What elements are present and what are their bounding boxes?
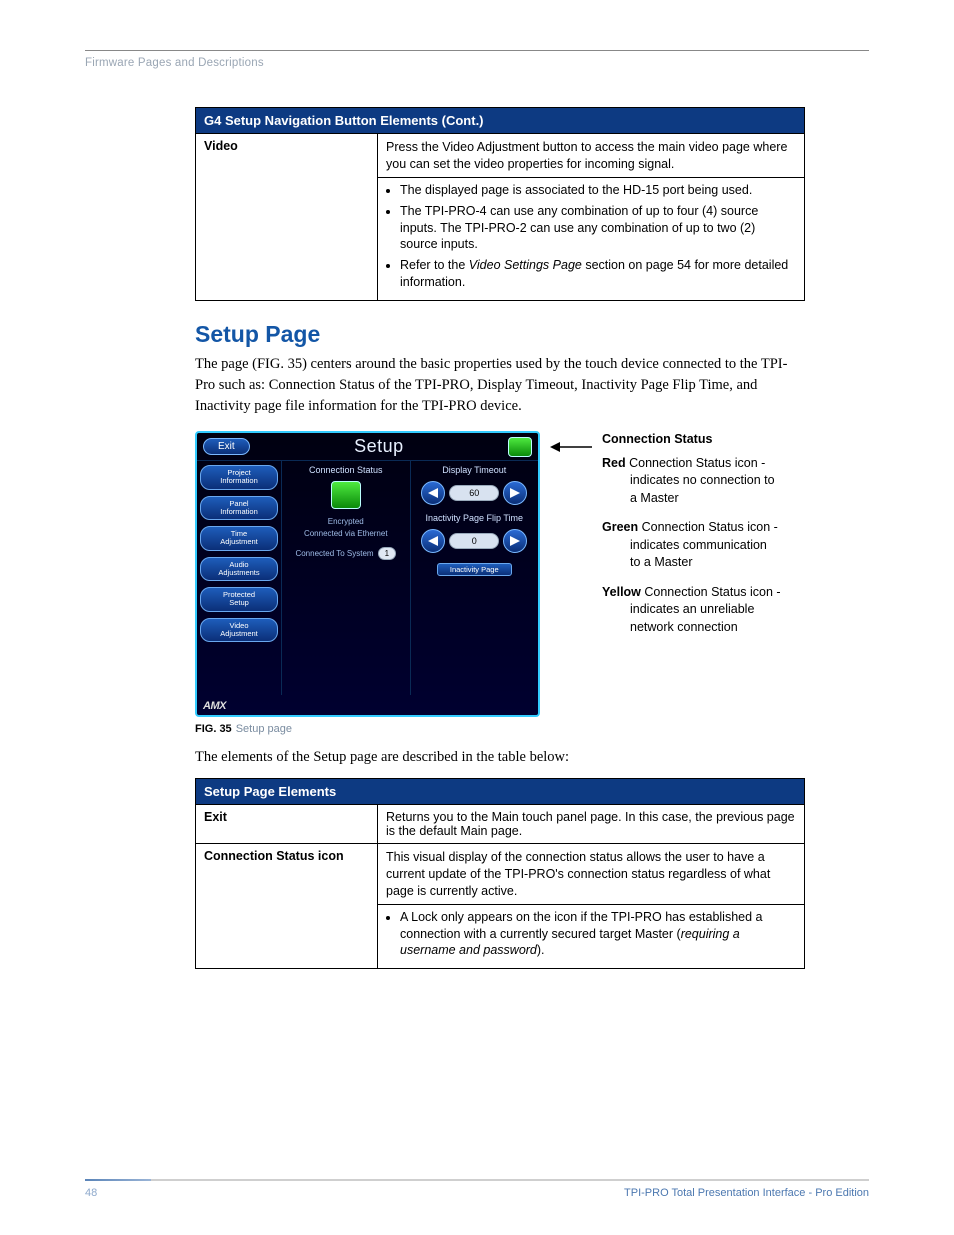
titlebar-status-icon [508, 437, 532, 457]
inactivity-decrease-button[interactable] [421, 529, 445, 553]
table1-intro: Press the Video Adjustment button to acc… [386, 139, 796, 173]
table1-row-label: Video [196, 134, 378, 301]
inactivity-flip-label: Inactivity Page Flip Time [425, 513, 523, 523]
page-footer: 48 TPI-PRO Total Presentation Interface … [85, 1179, 869, 1201]
sidebar-item-video-adjustment[interactable]: Video Adjustment [200, 618, 278, 643]
sidebar-item-audio-adjustments[interactable]: Audio Adjustments [200, 557, 278, 582]
table2-intro: The elements of the Setup page are descr… [195, 747, 805, 768]
timeout-decrease-button[interactable] [421, 481, 445, 505]
table1-bullet-1: The displayed page is associated to the … [400, 182, 796, 199]
table2-r2-label: Connection Status icon [196, 844, 378, 969]
legend-title: Connection Status [602, 431, 781, 449]
exit-button[interactable]: Exit [203, 438, 250, 455]
display-timeout-value: 60 [449, 485, 499, 501]
connected-via-label: Connected via Ethernet [304, 529, 388, 538]
sidebar-item-time-adjustment[interactable]: Time Adjustment [200, 526, 278, 551]
legend-green: Green Connection Status icon - indicates… [602, 519, 781, 572]
nav-button-elements-table: G4 Setup Navigation Button Elements (Con… [195, 107, 805, 301]
setup-page-elements-table: Setup Page Elements Exit Returns you to … [195, 778, 805, 969]
table2-r2-bullet: A Lock only appears on the icon if the T… [400, 909, 796, 960]
sidebar-item-protected-setup[interactable]: Protected Setup [200, 587, 278, 612]
section-heading: Setup Page [195, 321, 805, 348]
footer-title: TPI-PRO Total Presentation Interface - P… [624, 1187, 869, 1199]
table2-r2-content: This visual display of the connection st… [378, 844, 805, 969]
display-timeout-label: Display Timeout [442, 465, 506, 475]
table1-row-content: Press the Video Adjustment button to acc… [378, 134, 805, 301]
sidebar-item-project-information[interactable]: Project Information [200, 465, 278, 490]
table2-r1-label: Exit [196, 805, 378, 844]
connected-to-system-label: Connected To System [295, 549, 373, 558]
callout-arrow-icon [550, 437, 592, 457]
timeout-increase-button[interactable] [503, 481, 527, 505]
connection-status-legend: Connection Status Red Connection Status … [602, 431, 781, 648]
amx-logo: AMX [203, 700, 226, 712]
legend-red: Red Connection Status icon - indicates n… [602, 455, 781, 508]
table1-bullet-2: The TPI-PRO-4 can use any combination of… [400, 203, 796, 254]
connection-status-label: Connection Status [309, 465, 383, 475]
sidebar-item-panel-information[interactable]: Panel Information [200, 496, 278, 521]
table2-r2-text: This visual display of the connection st… [386, 849, 796, 900]
table1-bullet-3: Refer to the Video Settings Page section… [400, 257, 796, 291]
system-number: 1 [378, 547, 396, 560]
intro-paragraph: The page (FIG. 35) centers around the ba… [195, 354, 805, 417]
legend-yellow: Yellow Connection Status icon - indicate… [602, 584, 781, 637]
setup-panel-screenshot: Exit Setup Project Information Panel Inf… [195, 431, 540, 717]
figure-35: Exit Setup Project Information Panel Inf… [195, 431, 805, 717]
panel-title: Setup [354, 436, 404, 457]
inactivity-increase-button[interactable] [503, 529, 527, 553]
table2-r1-text: Returns you to the Main touch panel page… [378, 805, 805, 844]
encrypted-label: Encrypted [328, 517, 364, 526]
table2-title: Setup Page Elements [196, 779, 805, 805]
inactivity-page-button[interactable]: Inactivity Page [437, 563, 512, 576]
connection-status-icon [331, 481, 361, 509]
panel-sidebar: Project Information Panel Information Ti… [197, 461, 282, 695]
breadcrumb: Firmware Pages and Descriptions [85, 57, 869, 69]
inactivity-flip-value: 0 [449, 533, 499, 549]
figure-caption: FIG. 35Setup page [195, 723, 805, 735]
page-number: 48 [85, 1187, 97, 1199]
table1-title: G4 Setup Navigation Button Elements (Con… [196, 108, 805, 134]
